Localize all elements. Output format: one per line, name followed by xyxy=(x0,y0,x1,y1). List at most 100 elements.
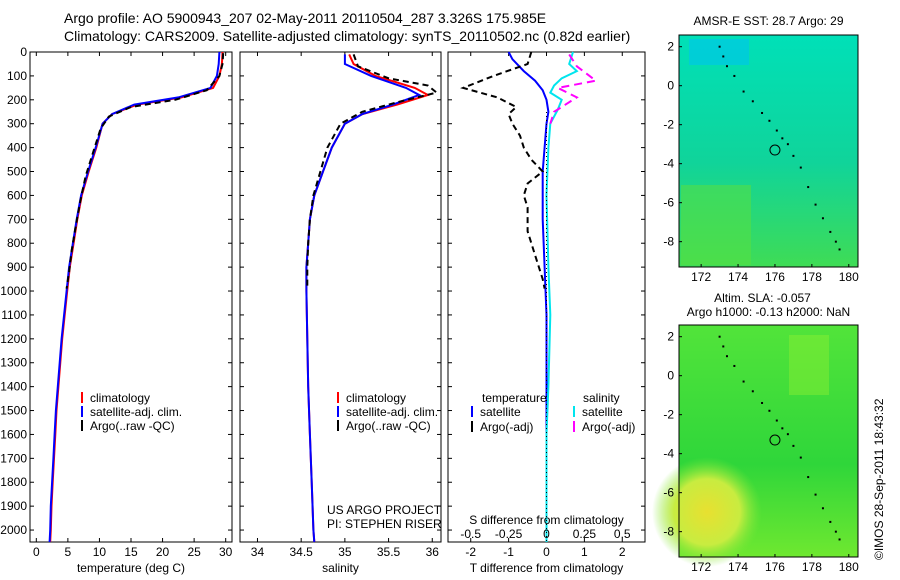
sst-map-track-point xyxy=(838,248,841,251)
depth-tick-label: 600 xyxy=(7,188,27,202)
sla-map-title-2: Argo h1000: -0.13 h2000: NaN xyxy=(687,305,850,319)
legend-label: satellite-adj. clim. xyxy=(346,405,438,419)
difference-top-tick-label: 0.25 xyxy=(573,527,597,541)
depth-tick-label: 100 xyxy=(7,69,27,83)
sla-map-title-1: Altim. SLA: -0.057 xyxy=(714,291,811,305)
sla-map-ytick-label: -8 xyxy=(663,525,674,539)
sla-map-ytick-label: -6 xyxy=(663,486,674,500)
sla-map-track-point xyxy=(781,427,784,430)
sst-map-track-point xyxy=(775,129,778,132)
salinity-series-line xyxy=(305,54,422,543)
depth-tick-label: 200 xyxy=(7,93,27,107)
sla-patch xyxy=(789,335,829,395)
sst-map-xtick-label: 180 xyxy=(839,270,859,284)
sla-map-argo-marker xyxy=(769,434,781,446)
sst-map-track-point xyxy=(781,137,784,140)
depth-tick-label: 1900 xyxy=(0,499,27,513)
depth-tick-label: 700 xyxy=(7,212,27,226)
sst-map-argo-marker xyxy=(769,144,781,156)
temperature-xtick-label: 5 xyxy=(65,545,72,559)
project-annotation: US ARGO PROJECT xyxy=(327,503,442,517)
salinity-xlabel: salinity xyxy=(322,561,359,575)
sla-map-xtick-label: 178 xyxy=(802,560,822,574)
sla-map-ytick-label: -4 xyxy=(663,447,674,461)
sst-map-xtick-label: 172 xyxy=(691,270,711,284)
sst-map-track-point xyxy=(799,166,802,169)
salinity-xtick-label: 34.5 xyxy=(289,545,313,559)
sla-map-track-point xyxy=(814,493,817,496)
temperature-xtick-label: 0 xyxy=(33,545,40,559)
sla-map-track-point xyxy=(725,355,728,358)
difference-top-label: S difference from climatology xyxy=(469,513,624,527)
sla-high-patch xyxy=(652,457,762,567)
temperature-xtick-label: 30 xyxy=(219,545,233,559)
depth-tick-label: 1500 xyxy=(0,404,27,418)
sla-map-track-point xyxy=(829,520,832,523)
sla-map-xtick-label: 180 xyxy=(839,560,859,574)
sla-map-track-point xyxy=(792,444,795,447)
sla-map-frame xyxy=(678,324,859,558)
depth-tick-label: 900 xyxy=(7,260,27,274)
depth-tick-label: 1800 xyxy=(0,475,27,489)
depth-tick-label: 400 xyxy=(7,141,27,155)
sst-map-xtick-label: 178 xyxy=(802,270,822,284)
sla-map-track-point xyxy=(718,335,721,338)
temperature-series-line xyxy=(49,51,224,543)
difference-series-line xyxy=(545,51,579,542)
sla-map-ytick-label: 2 xyxy=(667,330,674,344)
legend-label: satellite xyxy=(582,405,623,419)
depth-tick-label: 1400 xyxy=(0,380,27,394)
legend-label: satellite xyxy=(480,405,521,419)
sla-map-track-point xyxy=(821,507,824,510)
salinity-series-line xyxy=(305,53,431,543)
difference-top-tick-label: 0 xyxy=(543,527,550,541)
difference-series-line xyxy=(549,53,599,125)
title-line-2: Climatology: CARS2009. Satellite-adjuste… xyxy=(64,28,631,44)
salinity-series-line xyxy=(306,54,439,289)
sla-map-track-point xyxy=(838,538,841,541)
sla-map-track-point xyxy=(834,530,837,533)
sst-map-track-point xyxy=(792,154,795,157)
sst-map-track-point xyxy=(725,65,728,68)
temperature-frame xyxy=(29,51,233,543)
sla-map-track-point xyxy=(751,390,754,393)
sla-map-xtick-label: 176 xyxy=(765,560,785,574)
sst-map-ytick-label: 2 xyxy=(667,40,674,54)
sst-map-track-point xyxy=(742,90,745,93)
salinity-frame xyxy=(239,51,442,543)
sst-map-track-point xyxy=(733,74,736,77)
legend-title-temperature: temperature xyxy=(482,391,547,405)
sla-map-ytick-label: 0 xyxy=(667,369,674,383)
legend-title-salinity: salinity xyxy=(583,391,620,405)
legend-label: Argo(-adj) xyxy=(582,420,635,434)
depth-tick-label: 1000 xyxy=(0,284,27,298)
temperature-xtick-label: 25 xyxy=(187,545,201,559)
depth-tick-label: 0 xyxy=(20,45,27,59)
temperature-xlabel: temperature (deg C) xyxy=(77,561,185,575)
sst-map-track-point xyxy=(814,203,817,206)
sst-map-frame xyxy=(678,34,859,268)
sla-map-track-point xyxy=(733,364,736,367)
difference-top-tick-label: -0.25 xyxy=(495,527,523,541)
sst-map-track-point xyxy=(722,55,725,58)
difference-top-tick-label: -0.5 xyxy=(460,527,481,541)
sst-warm-patch xyxy=(681,185,751,265)
sst-map-xtick-label: 174 xyxy=(728,270,748,284)
sst-map-track-point xyxy=(751,100,754,103)
sst-map-track-point xyxy=(807,186,810,189)
sst-cool-patch xyxy=(689,39,749,65)
salinity-xtick-label: 36 xyxy=(426,545,440,559)
legend-label: Argo(..raw -QC) xyxy=(346,419,431,433)
temperature-xtick-label: 20 xyxy=(156,545,170,559)
sla-map-xtick-label: 172 xyxy=(691,560,711,574)
temperature-xtick-label: 10 xyxy=(93,545,107,559)
sst-map-track-point xyxy=(768,119,771,122)
sla-map-track-point xyxy=(807,476,810,479)
title-line-1: Argo profile: AO 5900943_207 02-May-2011… xyxy=(64,10,547,26)
sla-map-track-point xyxy=(768,409,771,412)
sst-map-ytick-label: 0 xyxy=(667,79,674,93)
legend-label: climatology xyxy=(90,391,150,405)
sst-map-title: AMSR-E SST: 28.7 Argo: 29 xyxy=(693,14,843,28)
difference-series-line xyxy=(507,51,550,542)
